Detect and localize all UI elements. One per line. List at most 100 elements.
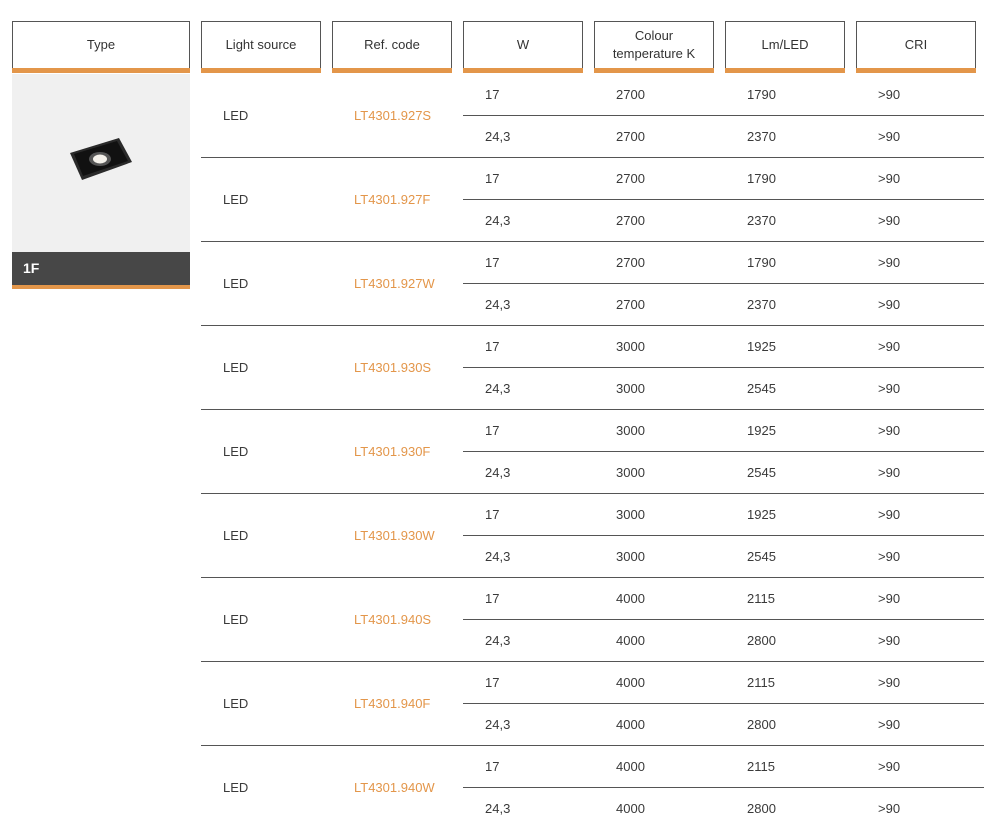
header-accent-bar [201, 68, 321, 73]
light-source-cell: LED [223, 108, 249, 123]
watt-cell: 24,3 [485, 549, 511, 564]
header-light-source-label: Light source [225, 37, 297, 52]
ref-code-cell: LT4301.940F [354, 696, 431, 711]
ref-code-cell: LT4301.927S [354, 108, 432, 123]
colour-temp-cell: 3000 [616, 507, 645, 522]
watt-cell: 24,3 [485, 381, 511, 396]
header-accent-bar [12, 68, 190, 73]
cri-cell: >90 [878, 801, 901, 816]
header-ref-code-label: Ref. code [364, 37, 420, 52]
header-w-label: W [516, 37, 530, 52]
colour-temp-cell: 4000 [616, 801, 645, 816]
cri-cell: >90 [878, 297, 901, 312]
row-divider [463, 283, 984, 284]
row-divider [463, 199, 984, 200]
cri-cell: >90 [878, 213, 901, 228]
group-divider [201, 157, 984, 158]
cri-cell: >90 [878, 759, 901, 774]
cri-cell: >90 [878, 423, 901, 438]
lumen-cell: 2545 [747, 549, 776, 564]
watt-cell: 24,3 [485, 213, 511, 228]
cri-cell: >90 [878, 465, 901, 480]
group-divider [201, 241, 984, 242]
light-source-cell: LED [223, 528, 249, 543]
cri-cell: >90 [878, 255, 901, 270]
colour-temp-cell: 3000 [616, 339, 645, 354]
lumen-cell: 2545 [747, 381, 776, 396]
group-divider [201, 745, 984, 746]
header-cri: CRI [856, 21, 976, 68]
lumen-cell: 2115 [747, 591, 775, 606]
colour-temp-cell: 4000 [616, 717, 645, 732]
header-colour-temperature: Colour temperature K [594, 21, 714, 68]
colour-temp-cell: 4000 [616, 675, 645, 690]
ref-code-cell: LT4301.930F [354, 444, 431, 459]
colour-temp-cell: 2700 [616, 255, 645, 270]
cri-cell: >90 [878, 507, 901, 522]
downlight-icon [70, 138, 132, 180]
watt-cell: 24,3 [485, 801, 511, 816]
watt-cell: 24,3 [485, 633, 511, 648]
light-source-cell: LED [223, 360, 249, 375]
light-source-cell: LED [223, 612, 249, 627]
colour-temp-cell: 4000 [616, 759, 645, 774]
light-source-cell: LED [223, 696, 249, 711]
cri-cell: >90 [878, 549, 901, 564]
watt-cell: 17 [485, 87, 500, 102]
lumen-cell: 1925 [747, 507, 776, 522]
group-divider [201, 661, 984, 662]
colour-temp-cell: 3000 [616, 549, 645, 564]
watt-cell: 17 [485, 507, 500, 522]
lumen-cell: 2800 [747, 633, 776, 648]
watt-cell: 17 [485, 759, 500, 774]
colour-temp-cell: 4000 [616, 633, 645, 648]
row-divider [463, 535, 984, 536]
watt-cell: 17 [485, 675, 500, 690]
colour-temp-cell: 2700 [616, 87, 645, 102]
group-divider [201, 325, 984, 326]
light-source-cell: LED [223, 444, 249, 459]
row-divider [463, 703, 984, 704]
header-lm-led: Lm/LED [725, 21, 845, 68]
colour-temp-cell: 3000 [616, 423, 645, 438]
light-source-cell: LED [223, 276, 249, 291]
product-image [12, 74, 190, 252]
row-divider [463, 787, 984, 788]
watt-cell: 17 [485, 255, 500, 270]
row-divider [463, 367, 984, 368]
cri-cell: >90 [878, 381, 901, 396]
colour-temp-cell: 3000 [616, 381, 645, 396]
row-divider [463, 619, 984, 620]
cri-cell: >90 [878, 171, 901, 186]
ref-code-cell: LT4301.940S [354, 612, 432, 627]
lumen-cell: 1925 [747, 339, 776, 354]
header-lm-led-label: Lm/LED [761, 37, 809, 52]
lumen-cell: 2370 [747, 213, 776, 228]
watt-cell: 24,3 [485, 297, 511, 312]
header-ref-code: Ref. code [332, 21, 452, 68]
header-type-label: Type [86, 37, 116, 52]
lumen-cell: 2370 [747, 297, 776, 312]
watt-cell: 24,3 [485, 717, 511, 732]
cri-cell: >90 [878, 675, 901, 690]
row-divider [463, 115, 984, 116]
header-colour-temperature-label: Colour temperature K [612, 28, 696, 61]
lumen-cell: 2115 [747, 759, 775, 774]
header-accent-bar [463, 68, 583, 73]
light-source-cell: LED [223, 780, 249, 795]
watt-cell: 17 [485, 423, 500, 438]
watt-cell: 17 [485, 591, 500, 606]
lumen-cell: 2800 [747, 801, 776, 816]
cri-cell: >90 [878, 339, 901, 354]
header-accent-bar [332, 68, 452, 73]
colour-temp-cell: 2700 [616, 129, 645, 144]
watt-cell: 17 [485, 339, 500, 354]
header-light-source: Light source [201, 21, 321, 68]
ref-code-cell: LT4301.927F [354, 192, 431, 207]
ref-code-cell: LT4301.927W [354, 276, 435, 291]
header-type: Type [12, 21, 190, 68]
colour-temp-cell: 2700 [616, 297, 645, 312]
group-divider [201, 409, 984, 410]
colour-temp-cell: 4000 [616, 591, 645, 606]
ref-code-cell: LT4301.940W [354, 780, 435, 795]
